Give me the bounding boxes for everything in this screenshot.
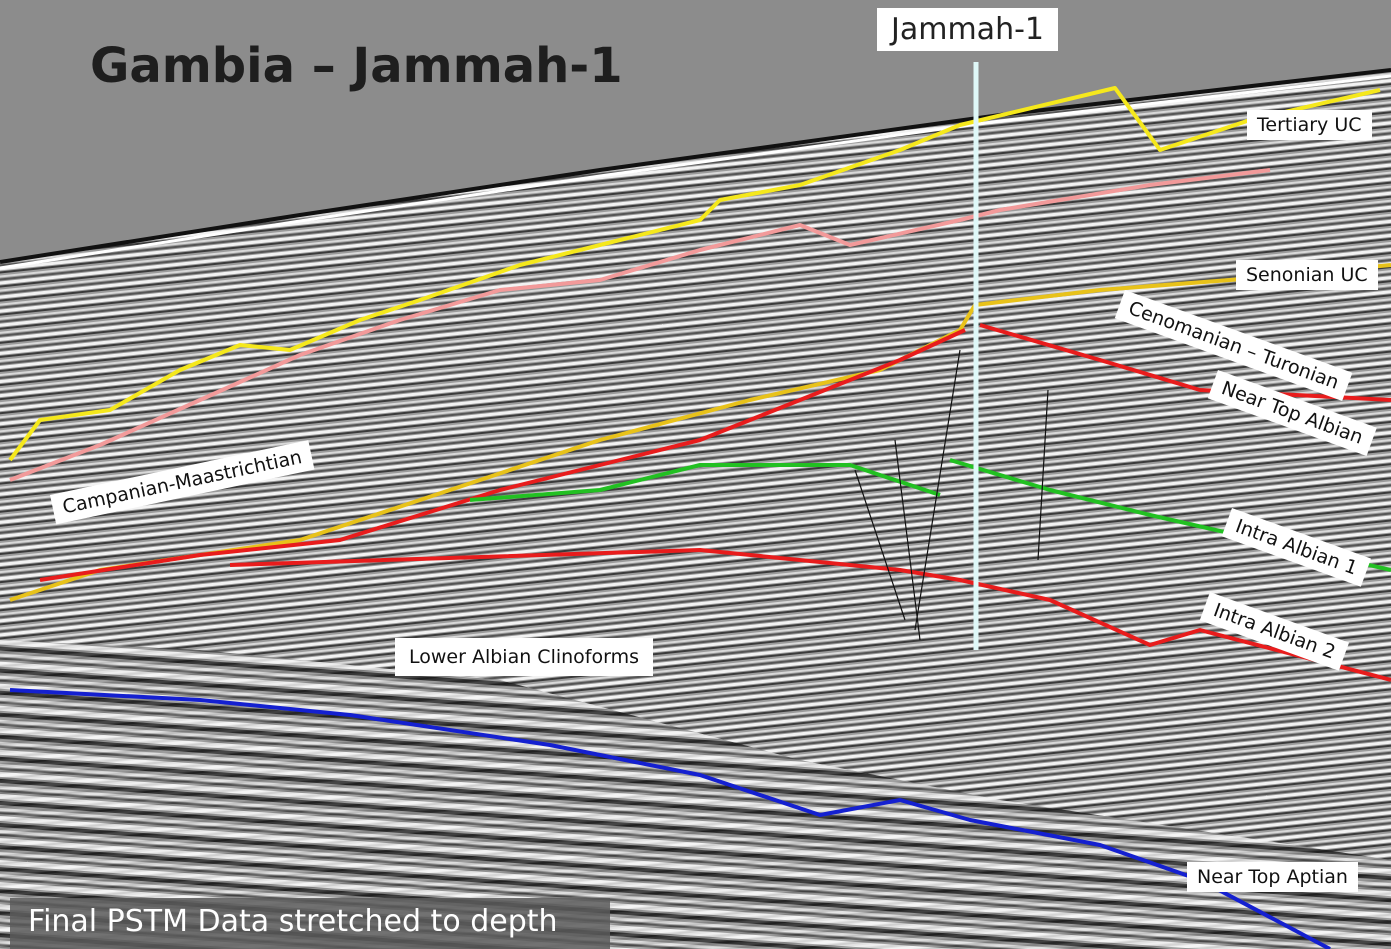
horizon-label: Senonian UC — [1236, 260, 1378, 290]
unit-label: Lower Albian Clinoforms — [395, 638, 653, 676]
title: Gambia – Jammah-1 — [90, 38, 623, 94]
horizon-label: Near Top Aptian — [1187, 862, 1358, 892]
caption: Final PSTM Data stretched to depth — [10, 898, 610, 949]
horizon-label: Tertiary UC — [1247, 110, 1372, 140]
well-label: Jammah-1 — [877, 8, 1058, 51]
